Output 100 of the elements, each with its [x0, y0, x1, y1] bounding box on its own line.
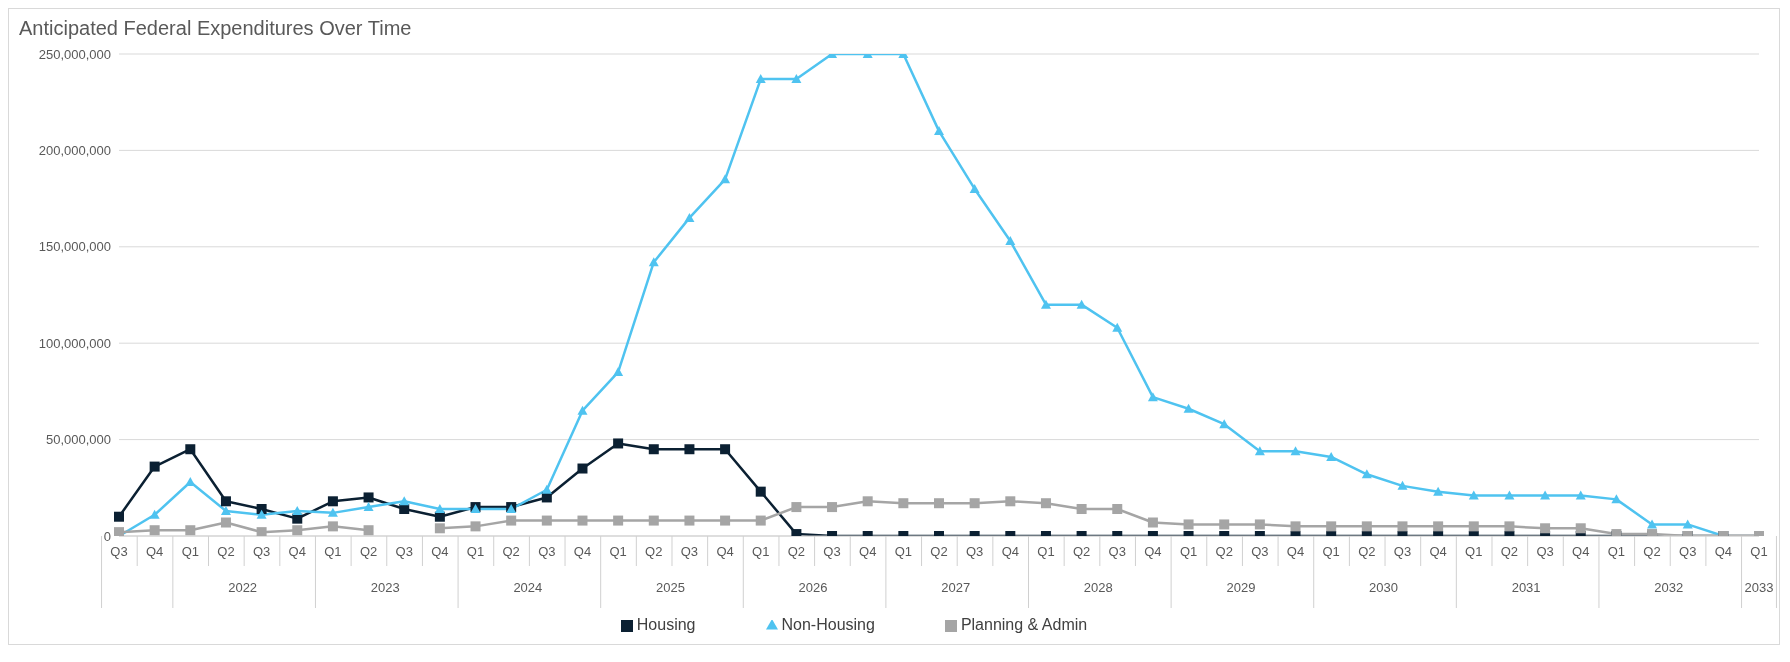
point: [1147, 392, 1158, 402]
text: 2022: [228, 580, 258, 595]
point: [434, 504, 445, 514]
point: [1183, 519, 1194, 530]
point: [1112, 504, 1123, 515]
point: [149, 509, 160, 519]
point: [969, 183, 980, 193]
legend-label: Non-Housing: [781, 616, 875, 633]
x-tick-label: Q4: [145, 544, 164, 559]
x-tick-label: Q4: [1429, 544, 1447, 559]
point: [1540, 523, 1551, 534]
point: [1397, 480, 1408, 490]
chart-title: Anticipated Federal Expenditures Over Time: [18, 16, 413, 41]
x-tick-label: Q4: [1001, 544, 1019, 559]
point: [220, 496, 231, 507]
point: [720, 174, 731, 184]
y-tick-label: 50,000,000: [45, 432, 111, 448]
x-tick-label: Q3: [823, 544, 841, 559]
point: [720, 515, 731, 526]
point: [1040, 498, 1051, 509]
point: [684, 444, 695, 455]
text: 2031: [1511, 580, 1541, 595]
x-tick-label: Q2: [930, 544, 948, 559]
x-tick-label: Q2: [787, 544, 806, 559]
point: [1076, 299, 1087, 309]
point: [220, 517, 231, 528]
point: [149, 461, 160, 472]
x-tick-label: Q4: [716, 544, 734, 559]
point: [292, 525, 303, 536]
x-tick-label: Q4: [1144, 544, 1162, 559]
point: [755, 486, 766, 497]
x-tick-label: Q3: [538, 544, 556, 559]
point: [613, 515, 624, 526]
point: [220, 505, 231, 515]
point: [327, 521, 338, 532]
point: [755, 74, 766, 84]
x-tick-label: Q2: [1072, 544, 1091, 559]
x-tick-label: Q2: [1215, 544, 1233, 559]
y-tick-label: 250,000,000: [38, 46, 111, 62]
point: [613, 367, 624, 377]
point: [1112, 322, 1123, 332]
point: [185, 444, 196, 455]
point: [1290, 521, 1301, 532]
point: [114, 527, 124, 536]
x-tick-label: Q4: [1286, 544, 1305, 559]
point: [720, 444, 731, 455]
point: [541, 515, 552, 526]
y-tick-label: 200,000,000: [38, 143, 111, 159]
text: 2027: [941, 580, 971, 595]
x-tick-label: Q3: [1108, 544, 1126, 559]
point: [1611, 494, 1622, 504]
x-tick-label: Q3: [1536, 544, 1554, 559]
point: [185, 525, 196, 536]
x-tick-label: Q2: [645, 544, 663, 559]
x-tick-label: Q1: [1322, 544, 1340, 559]
point: [1326, 521, 1337, 532]
point: [256, 509, 267, 519]
x-tick-label: Q1: [1179, 544, 1198, 559]
point: [114, 511, 124, 522]
point: [684, 515, 695, 526]
point: [256, 504, 267, 515]
point: [1433, 486, 1444, 496]
point: [1219, 519, 1230, 530]
text: 2032: [1654, 580, 1684, 595]
x-tick-label: Q4: [288, 544, 306, 559]
point: [577, 515, 588, 526]
point: [399, 504, 410, 515]
point: [506, 515, 517, 526]
x-tick-label: Q1: [609, 544, 627, 559]
y-tick-label: 0: [103, 528, 111, 544]
point: [613, 438, 624, 449]
point: [969, 498, 980, 509]
point: [1076, 504, 1087, 515]
x-tick-label: Q1: [324, 544, 342, 559]
x-tick-label: Q4: [859, 544, 877, 559]
y-tick-label: 150,000,000: [38, 239, 111, 255]
point: [1005, 236, 1016, 246]
text: 2033: [1744, 580, 1774, 595]
point: [684, 212, 695, 222]
point: [1005, 496, 1016, 507]
point: [1468, 521, 1479, 532]
x-tick-label: Q3: [1679, 544, 1697, 559]
point: [1326, 451, 1337, 461]
point: [363, 502, 374, 512]
text: 2025: [656, 580, 685, 595]
text: 2024: [513, 580, 543, 595]
point: [898, 498, 909, 509]
point: [434, 523, 445, 534]
x-tick-label: Q4: [573, 544, 592, 559]
point: [327, 507, 338, 517]
x-tick-label: Q1: [1037, 544, 1055, 559]
x-tick-label: Q3: [252, 544, 271, 559]
point: [1361, 469, 1372, 479]
x-tick-label: Q3: [110, 544, 128, 559]
text: 2030: [1369, 580, 1398, 595]
x-tick-label: Q1: [894, 544, 913, 559]
point: [577, 405, 588, 415]
point: [1254, 446, 1265, 456]
point: [363, 492, 374, 503]
point: [1147, 517, 1158, 528]
